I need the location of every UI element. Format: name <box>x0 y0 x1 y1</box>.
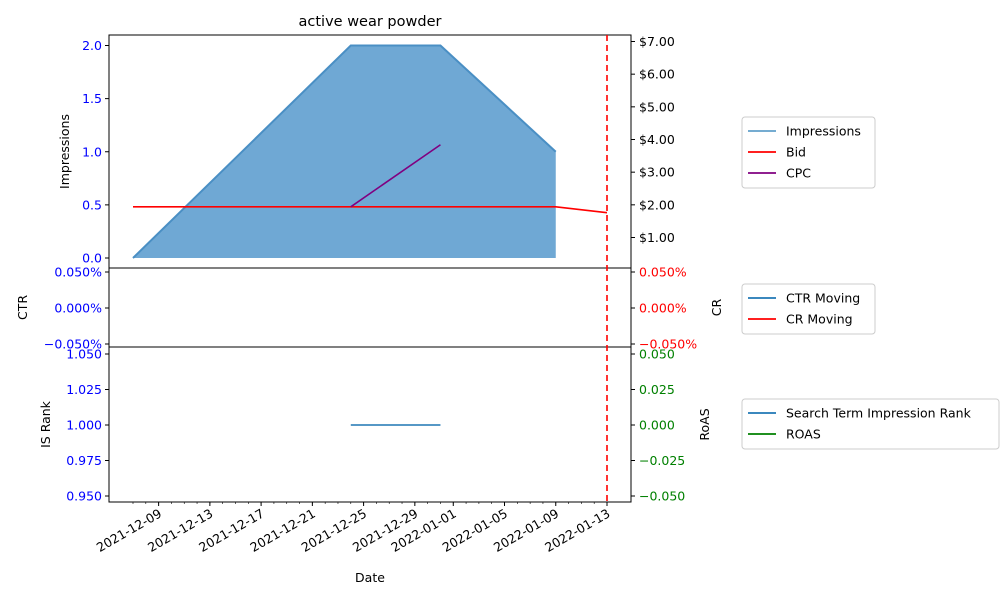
legend-label: CPC <box>786 166 811 181</box>
cpc-line <box>350 144 441 208</box>
y2-axis-label: RoAS <box>697 408 712 440</box>
chart-title: active wear powder <box>299 14 442 30</box>
legend-box <box>741 116 876 189</box>
impressions-line <box>132 44 557 259</box>
plot-frame <box>108 346 632 503</box>
y-tick-label: 1.000 <box>66 418 102 433</box>
x-axis-label: Date <box>355 570 385 585</box>
y2-tick-label: −0.050% <box>639 337 697 352</box>
y2-tick-label: $4.00 <box>639 132 675 147</box>
y-tick-label: 0.975 <box>66 453 102 468</box>
legend-label: Bid <box>786 145 806 160</box>
y-tick-label: 0.050% <box>54 265 102 280</box>
y2-tick-label: −0.025 <box>639 453 685 468</box>
impressions-area <box>133 45 556 258</box>
y-tick-label: 0.5 <box>82 197 102 212</box>
y2-axis-label: CR <box>709 298 724 316</box>
y-tick-label: 0.950 <box>66 489 102 504</box>
y2-tick-label: $3.00 <box>639 165 675 180</box>
y-axis-label: IS Rank <box>38 400 53 448</box>
y2-tick-label: $6.00 <box>639 67 675 82</box>
y-tick-label: 1.0 <box>82 144 102 159</box>
legend-box <box>741 398 1000 450</box>
y-tick-label: 2.0 <box>82 38 102 53</box>
y2-tick-label: 0.025 <box>639 382 675 397</box>
y2-tick-label: 0.000% <box>639 301 687 316</box>
y-tick-label: 0.0 <box>82 251 102 266</box>
legend-label: Impressions <box>786 124 861 139</box>
y2-tick-label: 0.050 <box>639 347 675 362</box>
y-axis-label: CTR <box>15 295 30 320</box>
legend-label: CR Moving <box>786 312 853 327</box>
plot-area-ctr <box>109 268 631 347</box>
legend-box <box>741 283 876 335</box>
y-tick-label: 1.050 <box>66 347 102 362</box>
y2-tick-label: $1.00 <box>639 230 675 245</box>
y2-tick-label: −0.050 <box>639 489 685 504</box>
legend-label: Search Term Impression Rank <box>786 406 972 421</box>
y2-tick-label: 0.050% <box>639 265 687 280</box>
legend-label: ROAS <box>786 427 821 442</box>
y-axis-label: Impressions <box>57 114 72 189</box>
y2-tick-label: $5.00 <box>639 99 675 114</box>
y-tick-label: 1.025 <box>66 382 102 397</box>
bid-line <box>133 205 608 214</box>
y-tick-label: 1.5 <box>82 91 102 106</box>
y-tick-label: 0.000% <box>54 301 102 316</box>
y2-tick-label: $7.00 <box>639 34 675 49</box>
plot-frame <box>108 267 632 348</box>
legend-label: CTR Moving <box>786 291 860 306</box>
y2-tick-label: 0.000 <box>639 418 675 433</box>
y2-tick-label: $2.00 <box>639 197 675 212</box>
y-tick-label: −0.050% <box>44 337 102 352</box>
